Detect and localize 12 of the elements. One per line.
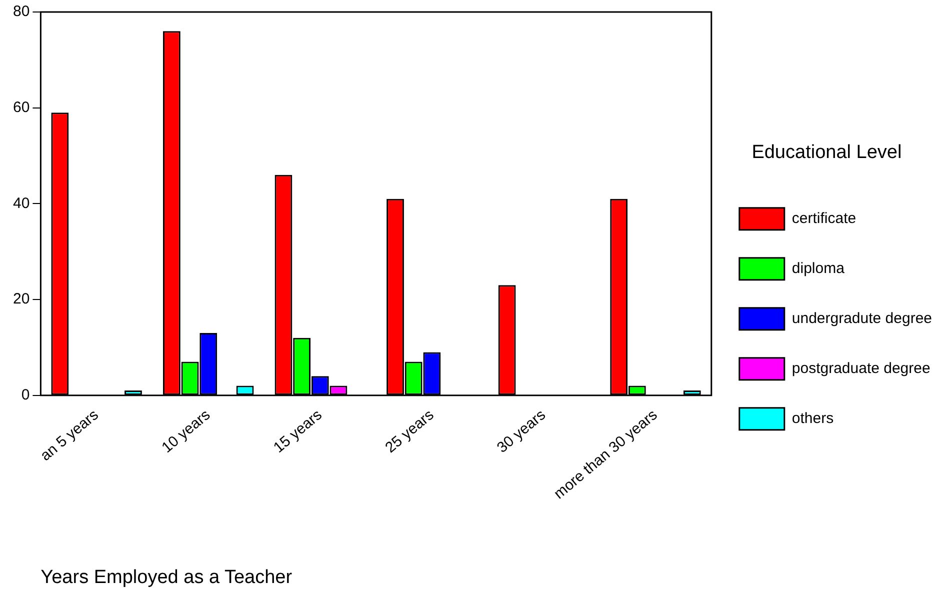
y-tick-label: 20 (12, 290, 30, 308)
y-tick-label: 80 (12, 3, 30, 20)
legend-label: certificate (792, 210, 856, 228)
y-tick-label: 0 (21, 386, 30, 404)
legend-label: undergradute degree (792, 310, 932, 328)
legend-label: others (792, 410, 834, 428)
x-axis-title: Years Employed as a Teacher (40, 566, 293, 588)
legend-label: diploma (792, 260, 846, 278)
legend-title: Educational Level (752, 142, 902, 163)
y-tick-label: 60 (12, 98, 30, 116)
y-tick-label: 40 (12, 194, 30, 212)
legend-label: postgraduate degree (792, 360, 930, 378)
